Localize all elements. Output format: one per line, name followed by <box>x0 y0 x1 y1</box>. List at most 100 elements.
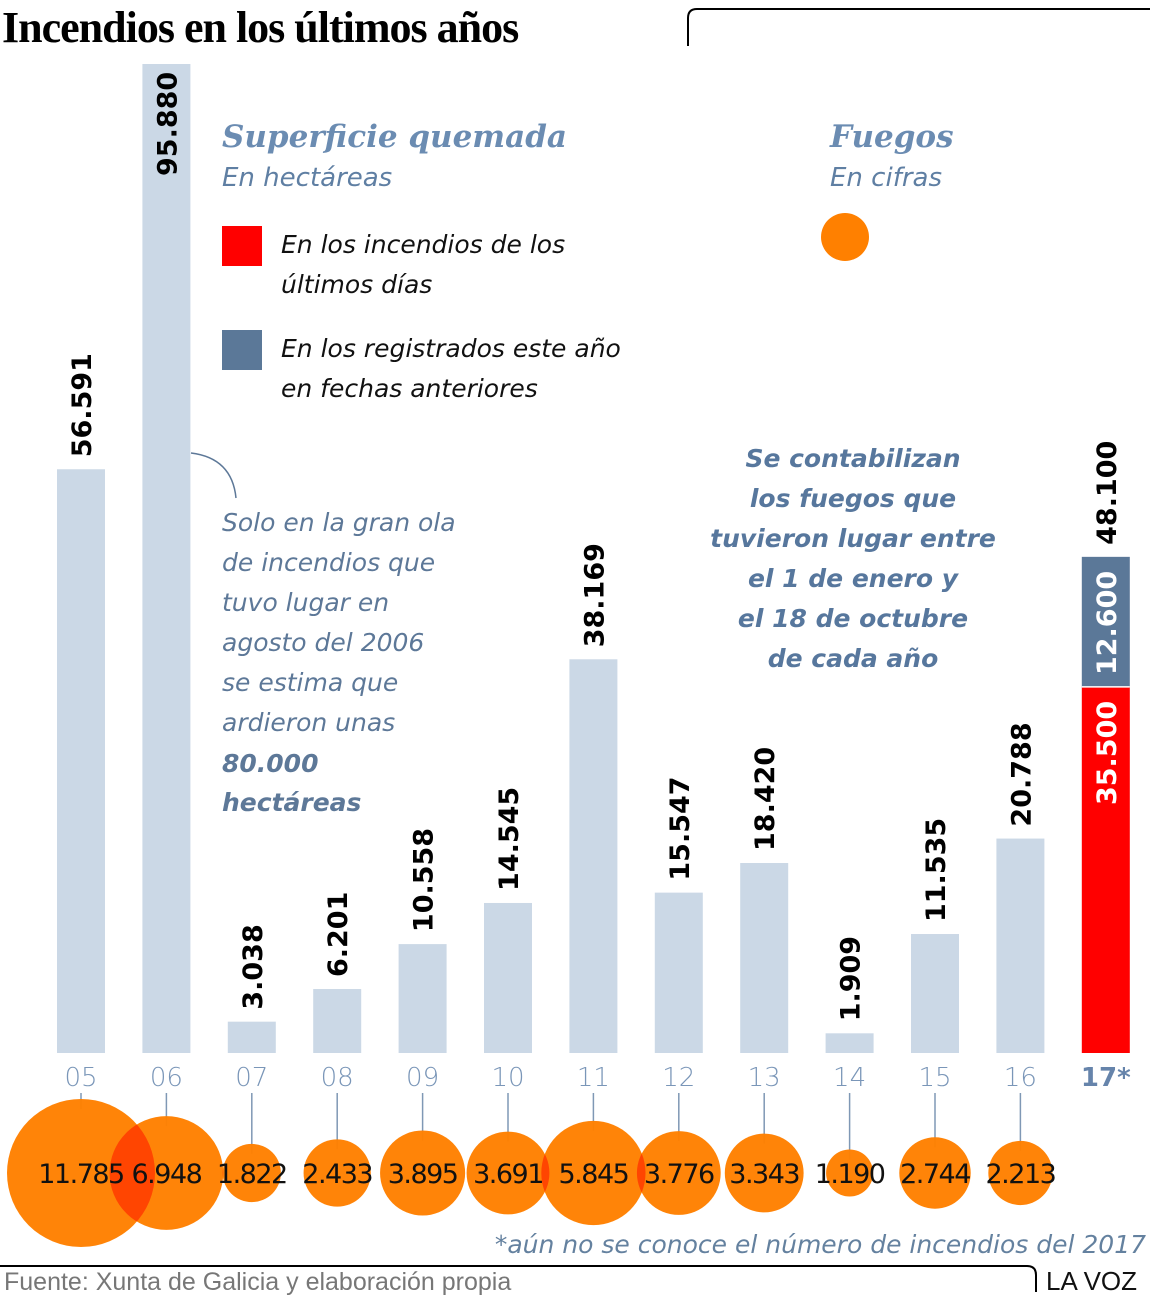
year-tick-label: 07 <box>235 1063 268 1093</box>
legend-swatch-red <box>222 226 262 266</box>
annotation-2006-line: agosto del 2006 <box>222 628 424 657</box>
bubble <box>466 1131 550 1215</box>
year-tick-label: 10 <box>491 1063 524 1093</box>
bubbles-legend-subtitle: En cifras <box>830 163 942 193</box>
bar-value-label: 20.788 <box>1006 722 1037 826</box>
title-rule <box>687 8 1150 46</box>
bar-value-label: 10.558 <box>409 828 440 932</box>
bar-value-label: 15.547 <box>665 776 696 880</box>
legend-label-red-line2: últimos días <box>281 270 432 299</box>
annotation-period-line: los fuegos que <box>750 484 956 513</box>
bar <box>57 469 105 1053</box>
legend-label-red-line1: En los incendios de los <box>281 230 565 259</box>
bubble <box>222 1143 281 1203</box>
footer-rule <box>0 1265 1037 1292</box>
bar <box>996 838 1045 1053</box>
footnote-2017: *aún no se conoce el número de incendios… <box>495 1230 1146 1259</box>
annotation-2006-connector <box>190 452 237 499</box>
bar <box>313 989 362 1053</box>
bubble <box>109 1116 224 1230</box>
year-tick-label: 12 <box>662 1063 695 1093</box>
annotation-period-line: el 18 de octubre <box>738 604 968 633</box>
annotation-2006-figure: 80.000 <box>222 749 318 778</box>
bar-value-label: 1.909 <box>836 936 867 1021</box>
annotation-period-line: de cada año <box>768 644 939 673</box>
year-tick-label: 06 <box>150 1063 183 1093</box>
annotation-2006-line: ardieron unas <box>222 708 395 737</box>
bubble <box>380 1130 466 1216</box>
bar-value-label: 48.100 <box>1092 441 1123 545</box>
bubble-value-label: 3.776 <box>644 1159 714 1190</box>
bar-segment-earlier <box>1081 556 1130 687</box>
bar <box>911 934 959 1053</box>
year-tick-label: 05 <box>64 1063 97 1093</box>
bubble-value-label: 2.433 <box>302 1159 372 1190</box>
chart-title: Incendios en los últimos años <box>2 3 519 52</box>
bar-value-label: 11.535 <box>921 818 952 922</box>
year-tick-label: 16 <box>1004 1063 1037 1093</box>
annotation-2006: Solo en la gran ola de incendios que tuv… <box>222 508 456 817</box>
bubble <box>826 1149 874 1197</box>
bubble <box>7 1099 155 1247</box>
bar <box>484 902 532 1053</box>
bar-value-label: 3.038 <box>238 924 269 1009</box>
year-tick-label: 14 <box>833 1063 866 1093</box>
year-tick-label: 17* <box>1081 1063 1131 1093</box>
bubble <box>988 1140 1053 1206</box>
bubble-value-label: 2.744 <box>900 1159 970 1190</box>
bubble-value-label: 6.948 <box>132 1159 202 1190</box>
bar <box>398 944 447 1053</box>
bubble <box>303 1139 371 1207</box>
bar <box>654 892 703 1053</box>
bubble-value-label: 1.190 <box>815 1159 885 1190</box>
annotation-2006-line: tuvo lugar en <box>222 588 389 617</box>
bubbles-legend-title: Fuegos <box>829 119 954 155</box>
bubble-value-label: 3.895 <box>388 1159 458 1190</box>
year-tick-label: 11 <box>577 1063 610 1093</box>
bar-value-label: 14.545 <box>494 787 525 891</box>
bar-value-label: 56.591 <box>67 353 98 457</box>
year-tick-label: 09 <box>406 1063 439 1093</box>
bar <box>825 1033 874 1053</box>
bubble-value-label: 3.691 <box>473 1159 543 1190</box>
bar <box>569 659 618 1053</box>
bubble-value-label: 3.343 <box>729 1159 799 1190</box>
brand-logo: LA VOZ <box>1046 1266 1137 1296</box>
legend-label-blue-line2: en fechas anteriores <box>281 374 538 403</box>
annotation-period-line: tuvieron lugar entre <box>710 524 996 553</box>
annotation-period: Se contabilizan los fuegos que tuvieron … <box>710 444 996 673</box>
bars-legend-title: Superficie quemada <box>222 119 567 155</box>
annotation-period-line: Se contabilizan <box>745 444 960 473</box>
bar-segment-label: 12.600 <box>1092 571 1123 675</box>
bar-value-label: 18.420 <box>750 747 781 851</box>
bars-group <box>57 64 1130 1053</box>
year-tick-label: 15 <box>918 1063 951 1093</box>
bars-legend-subtitle: En hectáreas <box>222 163 392 193</box>
bubble <box>724 1133 804 1213</box>
bar-labels-group: 56.591 95.880 3.038 6.201 10.558 14.545 38.169… <box>67 72 1123 1022</box>
bubble <box>899 1137 971 1209</box>
bar <box>142 64 191 1053</box>
bar-segment-recent <box>1081 686 1130 1053</box>
bubble <box>541 1120 646 1226</box>
bubble-value-label: 2.213 <box>986 1159 1056 1190</box>
bubble-value-label: 1.822 <box>217 1159 287 1190</box>
legend-swatch-blue <box>222 330 262 370</box>
bar <box>227 1021 276 1053</box>
annotation-2006-line: de incendios que <box>222 548 435 577</box>
year-axis: 05 06 07 08 09 10 11 12 13 14 15 16 17* <box>64 1063 1131 1160</box>
bar-value-label: 6.201 <box>323 892 354 977</box>
bar-segment-label: 35.500 <box>1092 701 1123 805</box>
legend-label-blue-line1: En los registrados este año <box>281 334 621 363</box>
year-tick-label: 13 <box>748 1063 781 1093</box>
source-text: Fuente: Xunta de Galicia y elaboración p… <box>4 1268 511 1296</box>
bubble-value-label: 11.785 <box>38 1159 123 1190</box>
bubble <box>636 1131 721 1215</box>
bar-value-label: 95.880 <box>152 72 183 176</box>
legend-bubble-swatch <box>821 213 869 261</box>
bubbles-group: 11.785 6.948 1.822 2.433 3.895 3.691 5.845 3.77… <box>7 1099 1057 1247</box>
annotation-period-line: el 1 de enero y <box>748 564 960 593</box>
bar <box>740 862 789 1053</box>
annotation-2006-line: se estima que <box>222 668 398 697</box>
